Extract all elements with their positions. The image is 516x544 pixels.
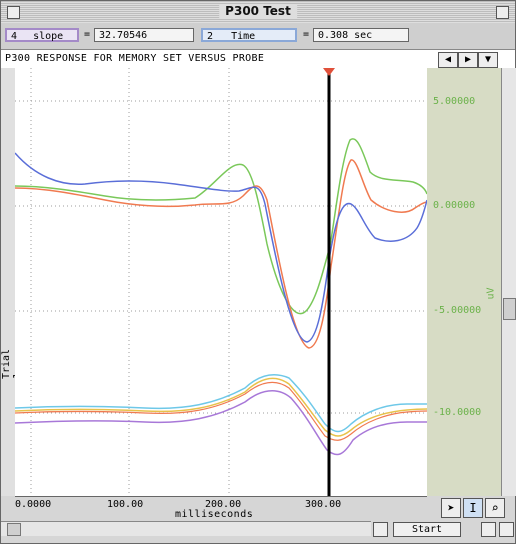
right-arrow-icon[interactable]: ▶ xyxy=(458,52,478,68)
trace-purple xyxy=(14,390,427,456)
ibeam-cursor-icon[interactable]: I xyxy=(463,498,483,518)
cursor-marker-icon[interactable] xyxy=(323,68,335,76)
x-axis-label: milliseconds xyxy=(175,509,254,520)
trace-orange-lower xyxy=(14,381,428,441)
channel-select-1[interactable]: 4 slope xyxy=(5,28,79,42)
scroll-thumb-h[interactable] xyxy=(7,523,21,536)
measurement-type: slope xyxy=(33,31,64,42)
trace-green xyxy=(14,138,428,315)
graph-description[interactable]: P300 RESPONSE FOR MEMORY SET VERSUS PROB… xyxy=(5,53,265,64)
trace-orange xyxy=(14,159,428,349)
channel-select-2[interactable]: 2 Time xyxy=(201,28,297,42)
grow-box-icon[interactable] xyxy=(499,522,514,537)
trace-cyan xyxy=(14,374,427,433)
resize-icon[interactable] xyxy=(481,522,496,537)
equals-sign: = xyxy=(84,29,91,40)
measurement-value: 32.70546 xyxy=(94,28,194,42)
trace-blue xyxy=(14,152,428,343)
trace-yellow xyxy=(14,377,428,437)
status-icon[interactable] xyxy=(373,522,388,537)
x-tick: 200.00 xyxy=(205,499,242,510)
channel-number-2: 2 xyxy=(207,31,214,42)
start-button[interactable]: Start xyxy=(393,522,461,537)
x-axis-panel: 0.0000 100.00 200.00 300.00 milliseconds xyxy=(15,496,427,521)
vertical-scrollbar[interactable] xyxy=(501,68,516,496)
time-value: 0.308 sec xyxy=(313,28,409,42)
measurement-type-2: Time xyxy=(231,31,256,42)
magnifier-icon[interactable]: ⌕ xyxy=(485,498,505,518)
measurement-bar: 4 slope = 32.70546 2 Time = 0.308 sec xyxy=(1,23,515,50)
left-arrow-icon[interactable]: ◀ xyxy=(438,52,458,68)
title-bar[interactable]: P300 Test xyxy=(1,1,515,24)
y-tick: 5.00000 xyxy=(433,96,476,107)
y-tick: -10.0000 xyxy=(433,407,482,418)
y-tick: 0.00000 xyxy=(433,200,476,211)
horizontal-scrollbar[interactable] xyxy=(1,521,371,536)
channel-number: 4 xyxy=(11,31,18,42)
x-tick: 0.0000 xyxy=(15,499,52,510)
equals-sign-2: = xyxy=(303,29,310,40)
x-tick: 100.00 xyxy=(107,499,144,510)
scroll-thumb[interactable] xyxy=(503,298,516,320)
close-box-icon[interactable] xyxy=(7,6,20,19)
y-unit-label: uV xyxy=(485,287,497,300)
y-tick: -5.00000 xyxy=(433,305,482,316)
description-bar: P300 RESPONSE FOR MEMORY SET VERSUS PROB… xyxy=(1,50,515,69)
y-axis-panel: 5.00000 0.00000 -5.00000 -10.0000 uV xyxy=(427,68,501,496)
arrow-cursor-icon[interactable]: ➤ xyxy=(441,498,461,518)
graph-area[interactable] xyxy=(14,68,428,496)
zoom-box-icon[interactable] xyxy=(496,6,509,19)
down-arrow-icon[interactable]: ▼ xyxy=(478,52,498,68)
x-tick: 300.00 xyxy=(305,499,342,510)
channel-label-bar: Trial 1 xyxy=(1,68,23,496)
window-title: P300 Test xyxy=(219,4,297,18)
